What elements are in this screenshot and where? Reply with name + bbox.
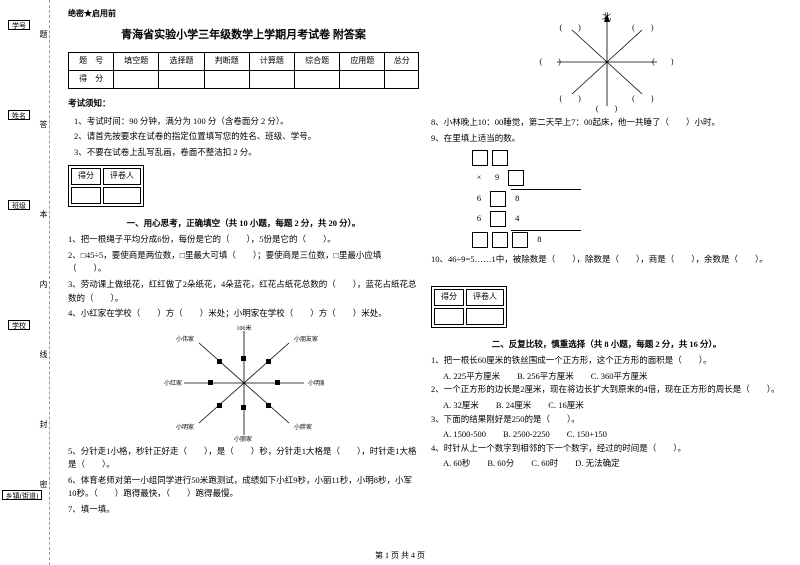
sb2-c2: 评卷人 — [466, 289, 504, 306]
margin-feng: 封 — [38, 420, 49, 428]
margin-xian: 线 — [38, 350, 49, 358]
d8b: 8 — [531, 233, 547, 247]
binding-margin: 学号 题 姓名 答 班级 本 内 学校 线 封 密 乡镇(街道) — [0, 0, 50, 565]
section-scorebox-2: 得分 评卷人 — [431, 286, 507, 328]
score-h7: 总分 — [385, 53, 419, 71]
mult-sign: × — [471, 171, 487, 185]
notice-header: 考试须知： — [68, 97, 419, 111]
sb2-c1: 得分 — [434, 289, 464, 306]
margin-ben: 本 — [38, 210, 49, 218]
notice-3: 3、不要在试卷上乱写乱画，卷面不整洁扣 2 分。 — [74, 146, 419, 160]
d6: 6 — [471, 192, 487, 206]
score-h1: 填空题 — [114, 53, 159, 71]
page-footer: 第 1 页 共 4 页 — [375, 550, 425, 561]
s2q4: 4、时针从上一个数字到相邻的下一个数字，经过的时间是（ ）。 — [431, 442, 782, 456]
right-column: 北 ( ) ( ) ( ) — [425, 8, 788, 561]
content-area: 绝密★启用前 青海省实验小学三年级数学上学期月考试卷 附答案 题 号 填空题 选… — [50, 0, 800, 565]
score-h3: 判断题 — [204, 53, 249, 71]
notice-list: 1、考试时间：90 分钟，满分为 100 分（含卷面分 2 分）。 2、请首先按… — [74, 115, 419, 160]
d6b: 6 — [471, 212, 487, 226]
d4: 4 — [509, 212, 525, 226]
svg-text:100米: 100米 — [236, 324, 251, 332]
margin-mi: 密 — [38, 480, 49, 488]
score-h2: 选择题 — [159, 53, 204, 71]
svg-text:小明家: 小明家 — [308, 379, 324, 387]
s2q2: 2、一个正方形的边长是2厘米，现在将边长扩大到原来的4倍，现在正方形的周长是（ … — [431, 383, 782, 397]
score-h0: 题 号 — [69, 53, 114, 71]
score-table: 题 号 填空题 选择题 判断题 计算题 综合题 应用题 总分 得 分 — [68, 52, 419, 89]
q1: 1、把一根绳子平均分成6份，每份是它的（ ），5份是它的（ ）。 — [68, 233, 419, 247]
s2q2-opts: A. 32厘米 B. 24厘米 C. 16厘米 — [443, 399, 782, 413]
field-xingming: 姓名 — [8, 110, 30, 120]
svg-text:小明家: 小明家 — [176, 423, 194, 431]
section2-heading: 二、反复比较，慎重选择（共 8 小题，每题 2 分，共 16 分）。 — [431, 338, 782, 352]
exam-title: 青海省实验小学三年级数学上学期月考试卷 附答案 — [68, 27, 419, 45]
svg-text:小红家: 小红家 — [164, 379, 182, 387]
star-diagram: 100米 小朋友家 小明家 小胖家 小丽家 小明家 小红家 小伟家 — [164, 323, 324, 443]
q10: 10、46÷9=5……1中，被除数是（ ），除数是（ ），商是（ ），余数是（ … — [431, 253, 782, 267]
sb-c2: 评卷人 — [103, 168, 141, 185]
field-xuehao: 学号 — [8, 20, 30, 30]
left-column: 绝密★启用前 青海省实验小学三年级数学上学期月考试卷 附答案 题 号 填空题 选… — [62, 8, 425, 561]
s2q4-opts: A. 60秒 B. 60分 C. 60时 D. 无法确定 — [443, 457, 782, 471]
compass-diagram: 北 ( ) ( ) ( ) — [542, 12, 672, 112]
mult-9: 9 — [489, 171, 505, 185]
secret-label: 绝密★启用前 — [68, 8, 419, 21]
multiplication-work: × 9 6 8 6 4 — [471, 149, 782, 249]
q2: 2、□45÷5，要使商是两位数，□里最大可填（ ）；要使商是三位数，□里最小应填… — [68, 249, 419, 276]
field-xiangzhen: 乡镇(街道) — [2, 490, 42, 500]
q3: 3、劳动课上做纸花，红红做了2朵纸花，4朵蓝花，红花占纸花总数的（ ），蓝花占纸… — [68, 278, 419, 305]
score-h5: 综合题 — [295, 53, 340, 71]
north-label: 北 — [602, 10, 611, 24]
score-row2: 得 分 — [69, 71, 114, 89]
s2q1: 1、把一根长60厘米的铁丝围成一个正方形，这个正方形的面积是（ ）。 — [431, 354, 782, 368]
margin-nei: 内 — [38, 280, 49, 288]
sb-c1: 得分 — [71, 168, 101, 185]
notice-2: 2、请首先按要求在试卷的指定位置填写您的姓名、班级、学号。 — [74, 130, 419, 144]
score-h6: 应用题 — [340, 53, 385, 71]
q5: 5、分针走1小格，秒针正好走（ ），是（ ）秒，分针走1大格是（ ），时针走1大… — [68, 445, 419, 472]
section1-heading: 一、用心思考，正确填空（共 10 小题，每题 2 分，共 20 分）。 — [68, 217, 419, 231]
s2q3: 3、下面的结果刚好是250的是（ ）。 — [431, 413, 782, 427]
q9: 9、在里填上适当的数。 — [431, 132, 782, 146]
section-scorebox-1: 得分 评卷人 — [68, 165, 144, 207]
s2q1-opts: A. 225平方厘米 B. 256平方厘米 C. 360平方厘米 — [443, 370, 782, 384]
score-h4: 计算题 — [249, 53, 294, 71]
q7: 7、填一填。 — [68, 503, 419, 517]
margin-ti: 题 — [38, 30, 49, 38]
q4: 4、小红家在学校（ ）方（ ）米处；小明家在学校（ ）方（ ）米处。 — [68, 307, 419, 321]
s2q3-opts: A. 1500-500 B. 2500-2250 C. 150+150 — [443, 428, 782, 442]
notice-1: 1、考试时间：90 分钟，满分为 100 分（含卷面分 2 分）。 — [74, 115, 419, 129]
svg-text:小丽家: 小丽家 — [234, 435, 252, 443]
margin-da: 答 — [38, 120, 49, 128]
d8a: 8 — [509, 192, 525, 206]
q6: 6、体育老师对第一小组同学进行50米跑测试，成绩如下小红9秒，小丽11秒，小明8… — [68, 474, 419, 501]
svg-text:小朋友家: 小朋友家 — [294, 335, 318, 343]
svg-text:小伟家: 小伟家 — [176, 335, 194, 343]
q8: 8、小林晚上10：00睡觉，第二天早上7：00起床，他一共睡了（ ）小时。 — [431, 116, 782, 130]
field-xuexiao: 学校 — [8, 320, 30, 330]
field-banji: 班级 — [8, 200, 30, 210]
svg-text:小胖家: 小胖家 — [294, 423, 312, 431]
